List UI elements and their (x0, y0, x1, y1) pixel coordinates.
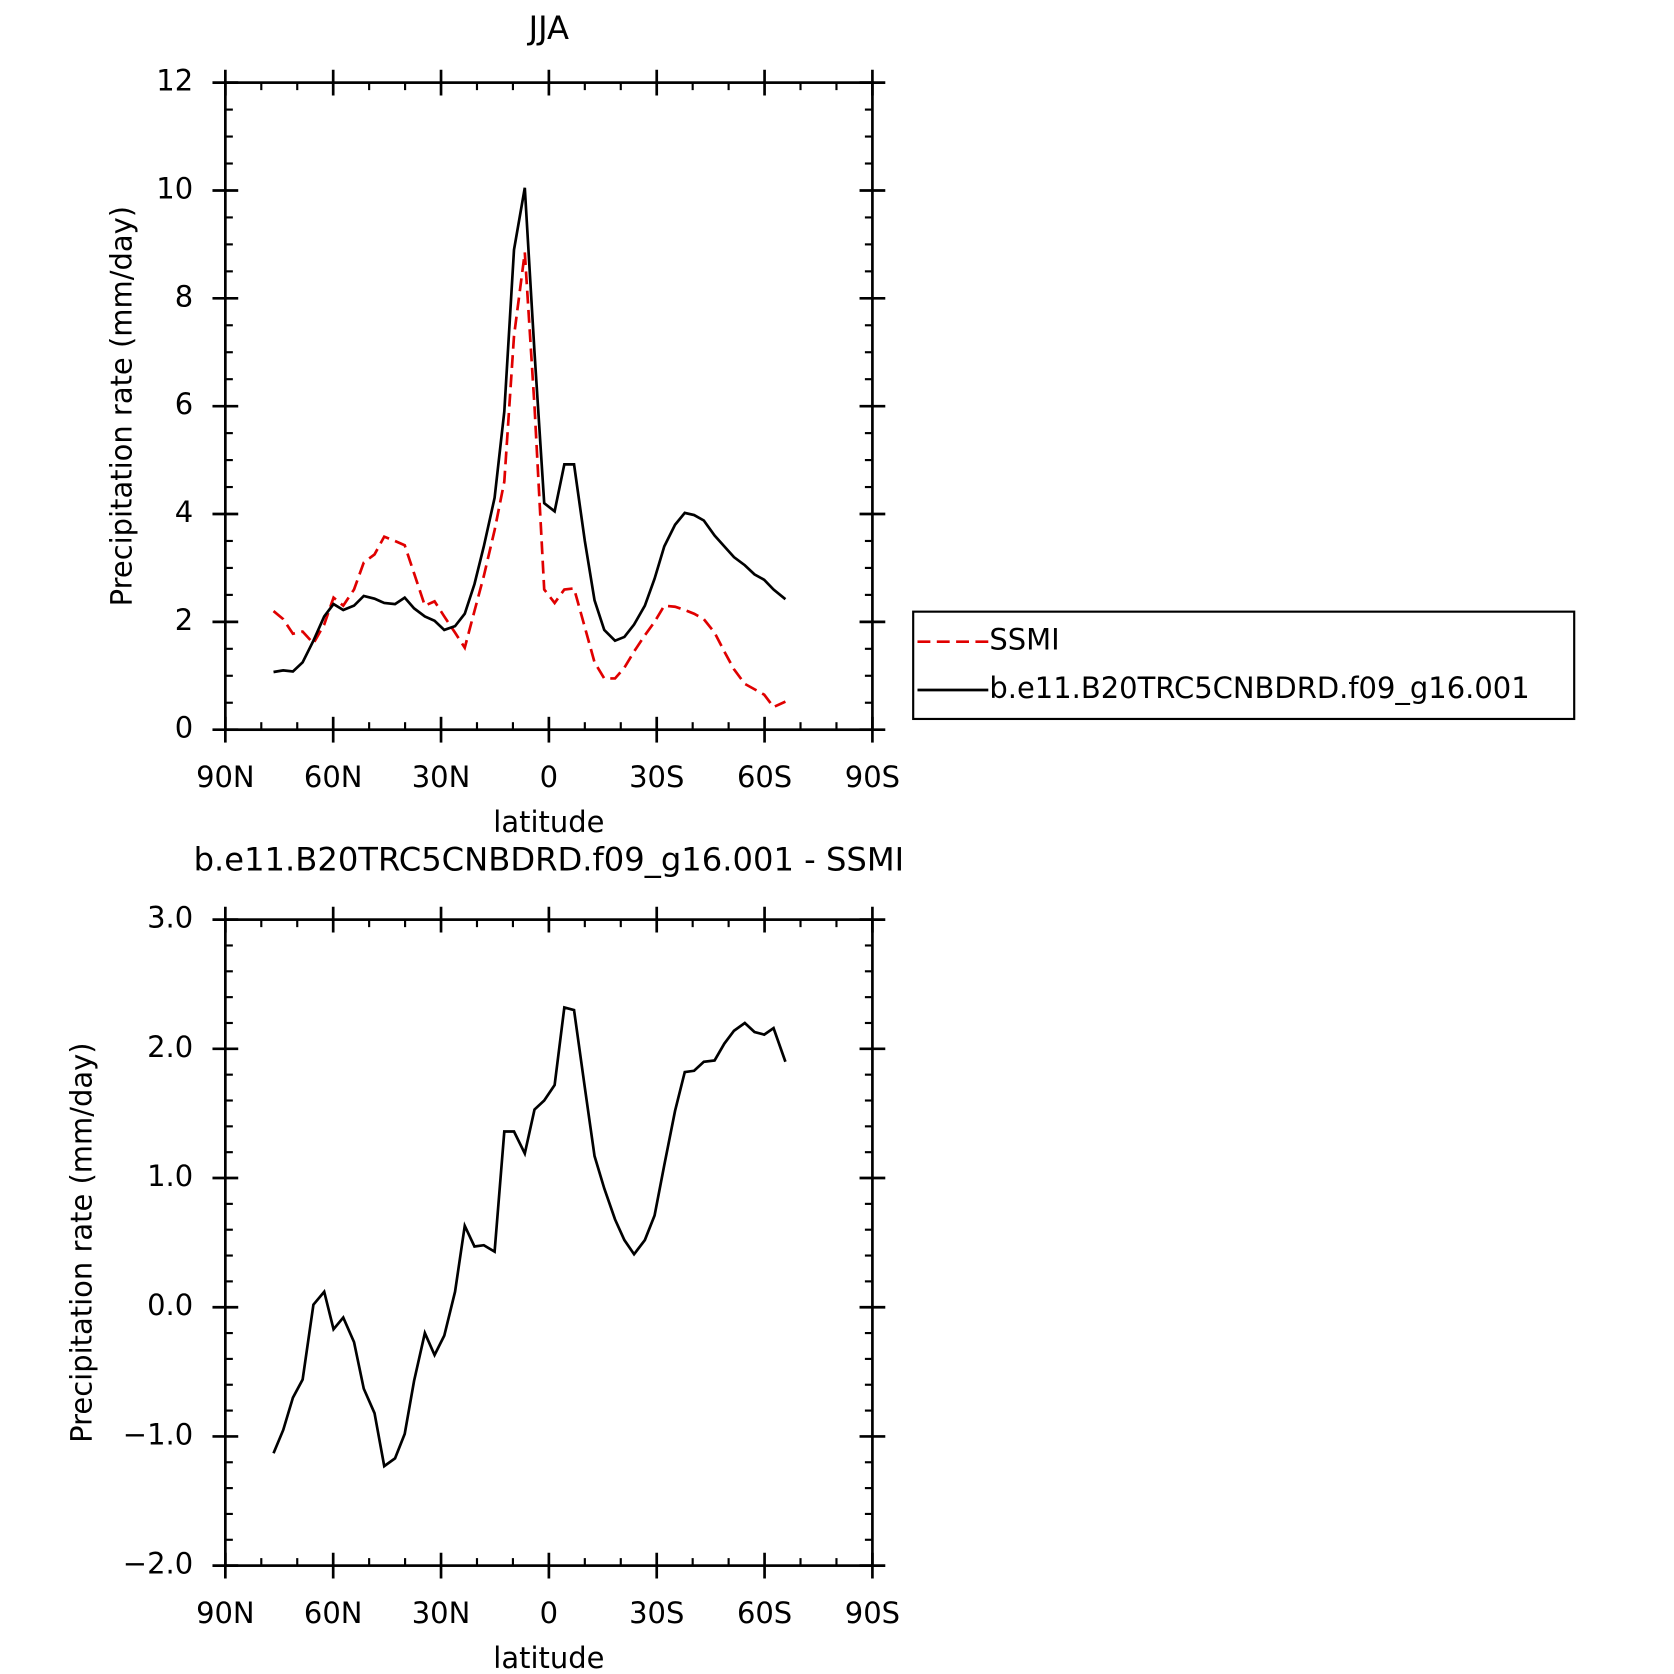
x-tick-label: 90N (196, 760, 255, 794)
y-tick-label: 3.0 (147, 901, 193, 935)
chart-title: JJA (527, 9, 569, 47)
y-tick-label: 4 (175, 495, 193, 529)
y-tick-label: 12 (156, 64, 193, 98)
y-tick-label: −1.0 (123, 1417, 193, 1451)
x-tick-label: 30N (412, 1596, 471, 1630)
legend-label: b.e11.B20TRC5CNBDRD.f09_g16.001 (989, 671, 1529, 705)
x-tick-label: 30S (629, 1596, 684, 1630)
x-axis-label: latitude (493, 805, 604, 839)
x-tick-label: 60N (304, 1596, 363, 1630)
y-tick-label: −2.0 (123, 1547, 193, 1581)
x-tick-label: 60N (304, 760, 363, 794)
y-tick-label: 0.0 (147, 1288, 193, 1322)
x-tick-label: 90S (845, 760, 900, 794)
legend-box (912, 610, 1576, 721)
y-tick-label: 8 (175, 279, 193, 313)
y-tick-label: 2 (175, 603, 193, 637)
data-line (272, 1005, 787, 1469)
y-tick-label: 1.0 (147, 1159, 193, 1193)
x-tick-label: 60S (737, 1596, 792, 1630)
plot-frame (224, 81, 874, 732)
y-tick-label: 2.0 (147, 1030, 193, 1064)
x-axis-label: latitude (493, 1641, 604, 1674)
x-tick-label: 0 (540, 1596, 558, 1630)
y-tick-label: 6 (175, 387, 193, 421)
y-axis-label: Precipitation rate (mm/day) (104, 206, 138, 606)
chart-title: b.e11.B20TRC5CNBDRD.f09_g16.001 - SSMI (194, 841, 905, 879)
y-axis-label: Precipitation rate (mm/day) (65, 1042, 99, 1442)
y-tick-label: 0 (175, 711, 193, 745)
x-tick-label: 30N (412, 760, 471, 794)
x-tick-label: 0 (540, 760, 558, 794)
x-tick-label: 90N (196, 1596, 255, 1630)
x-tick-label: 60S (737, 760, 792, 794)
data-line (273, 187, 787, 674)
data-line (272, 252, 786, 709)
legend-label: SSMI (989, 623, 1059, 657)
y-tick-label: 10 (156, 171, 193, 205)
x-tick-label: 90S (845, 1596, 900, 1630)
x-tick-label: 30S (629, 760, 684, 794)
plot-frame (224, 918, 874, 1567)
